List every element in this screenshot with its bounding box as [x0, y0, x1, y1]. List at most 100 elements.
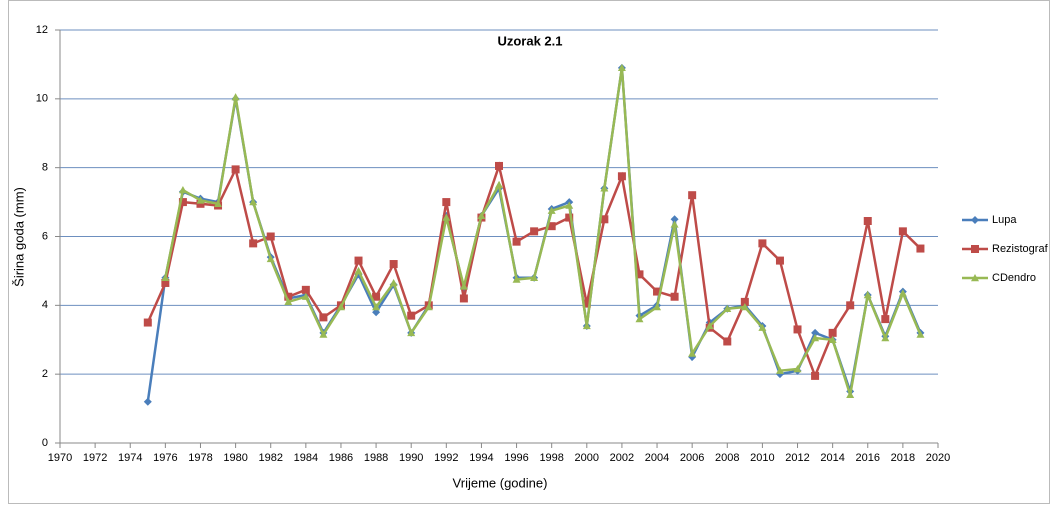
data-point [178, 198, 187, 207]
data-point [740, 303, 749, 311]
data-point [898, 289, 907, 297]
data-point [758, 239, 767, 248]
x-tick-label: 2000 [575, 452, 599, 464]
data-point [758, 323, 767, 331]
data-point [828, 328, 837, 337]
x-axis-label: Vrijeme (godine) [453, 475, 548, 490]
data-point [775, 366, 784, 374]
data-point [670, 215, 679, 224]
data-point [301, 292, 310, 300]
x-tick-label: 1980 [223, 452, 247, 464]
x-tick-label: 1970 [48, 452, 72, 464]
data-point [635, 315, 644, 323]
data-point [705, 321, 714, 330]
data-point [231, 165, 240, 174]
data-point [530, 227, 539, 236]
data-point [301, 285, 310, 294]
data-point [565, 201, 574, 209]
data-point [898, 227, 907, 236]
data-point [512, 237, 521, 246]
data-point [653, 303, 662, 311]
x-tick-label: 2002 [610, 452, 634, 464]
data-point [547, 206, 556, 214]
data-point [723, 304, 732, 312]
legend-label: Lupa [992, 214, 1017, 226]
data-point [846, 301, 855, 310]
data-point [424, 303, 433, 311]
y-tick-label: 4 [42, 299, 48, 311]
x-tick-label: 2008 [715, 452, 739, 464]
data-point [653, 287, 662, 296]
y-tick-label: 10 [36, 93, 48, 105]
data-point [811, 334, 820, 342]
data-point [811, 371, 820, 380]
x-tick-label: 2016 [856, 452, 880, 464]
data-point [196, 196, 205, 204]
legend-label: Rezistograf [992, 243, 1049, 255]
x-tick-label: 1976 [153, 452, 177, 464]
x-tick-label: 1994 [469, 452, 493, 464]
series-line [164, 67, 922, 396]
data-point [214, 199, 223, 208]
data-point [916, 244, 925, 253]
x-tick-label: 1992 [434, 452, 458, 464]
data-point [600, 184, 609, 192]
data-point [617, 63, 626, 72]
data-point [161, 278, 170, 287]
data-point [495, 180, 503, 189]
data-point [775, 256, 784, 265]
data-point [793, 325, 802, 334]
data-point [512, 275, 521, 283]
y-tick-label: 12 [36, 24, 48, 36]
legend-marker [971, 216, 979, 224]
x-tick-label: 2020 [926, 452, 950, 464]
data-point [600, 215, 609, 224]
data-point [284, 292, 293, 301]
y-tick-label: 0 [42, 437, 48, 449]
data-point [582, 321, 591, 330]
x-tick-label: 2012 [785, 452, 809, 464]
data-point [459, 282, 468, 290]
data-point [442, 213, 451, 221]
y-axis-label: Širina goda (mm) [11, 187, 26, 287]
x-tick-label: 1972 [83, 452, 107, 464]
data-point [811, 328, 820, 337]
data-point [582, 299, 591, 308]
data-point [670, 220, 679, 228]
data-point [828, 335, 837, 343]
x-tick-label: 1996 [504, 452, 528, 464]
data-point [495, 161, 503, 170]
chart-frame [8, 0, 1050, 504]
x-tick-label: 2014 [820, 452, 844, 464]
data-point [846, 390, 855, 399]
data-point [881, 334, 890, 342]
data-point [740, 297, 749, 306]
data-point [916, 330, 925, 338]
data-point [143, 397, 152, 406]
data-point [442, 198, 451, 207]
data-point [196, 199, 205, 208]
x-tick-label: 1982 [258, 452, 282, 464]
x-tick-label: 1978 [188, 452, 212, 464]
data-point [178, 186, 187, 194]
x-tick-label: 2018 [891, 452, 915, 464]
data-point [547, 222, 556, 231]
y-tick-label: 8 [42, 162, 48, 174]
y-tick-label: 6 [42, 230, 48, 242]
data-point [336, 303, 345, 311]
data-point [249, 239, 258, 248]
legend-label: CDendro [992, 272, 1036, 284]
data-point [354, 266, 363, 275]
data-point [863, 217, 872, 226]
data-point [266, 232, 275, 241]
data-point [793, 365, 802, 373]
data-point [319, 330, 328, 338]
y-tick-label: 2 [42, 368, 48, 380]
x-tick-label: 1986 [329, 452, 353, 464]
x-tick-label: 2004 [645, 452, 669, 464]
x-tick-label: 1984 [294, 452, 318, 464]
data-point [372, 292, 381, 301]
data-point [354, 256, 363, 265]
data-point [143, 318, 152, 327]
